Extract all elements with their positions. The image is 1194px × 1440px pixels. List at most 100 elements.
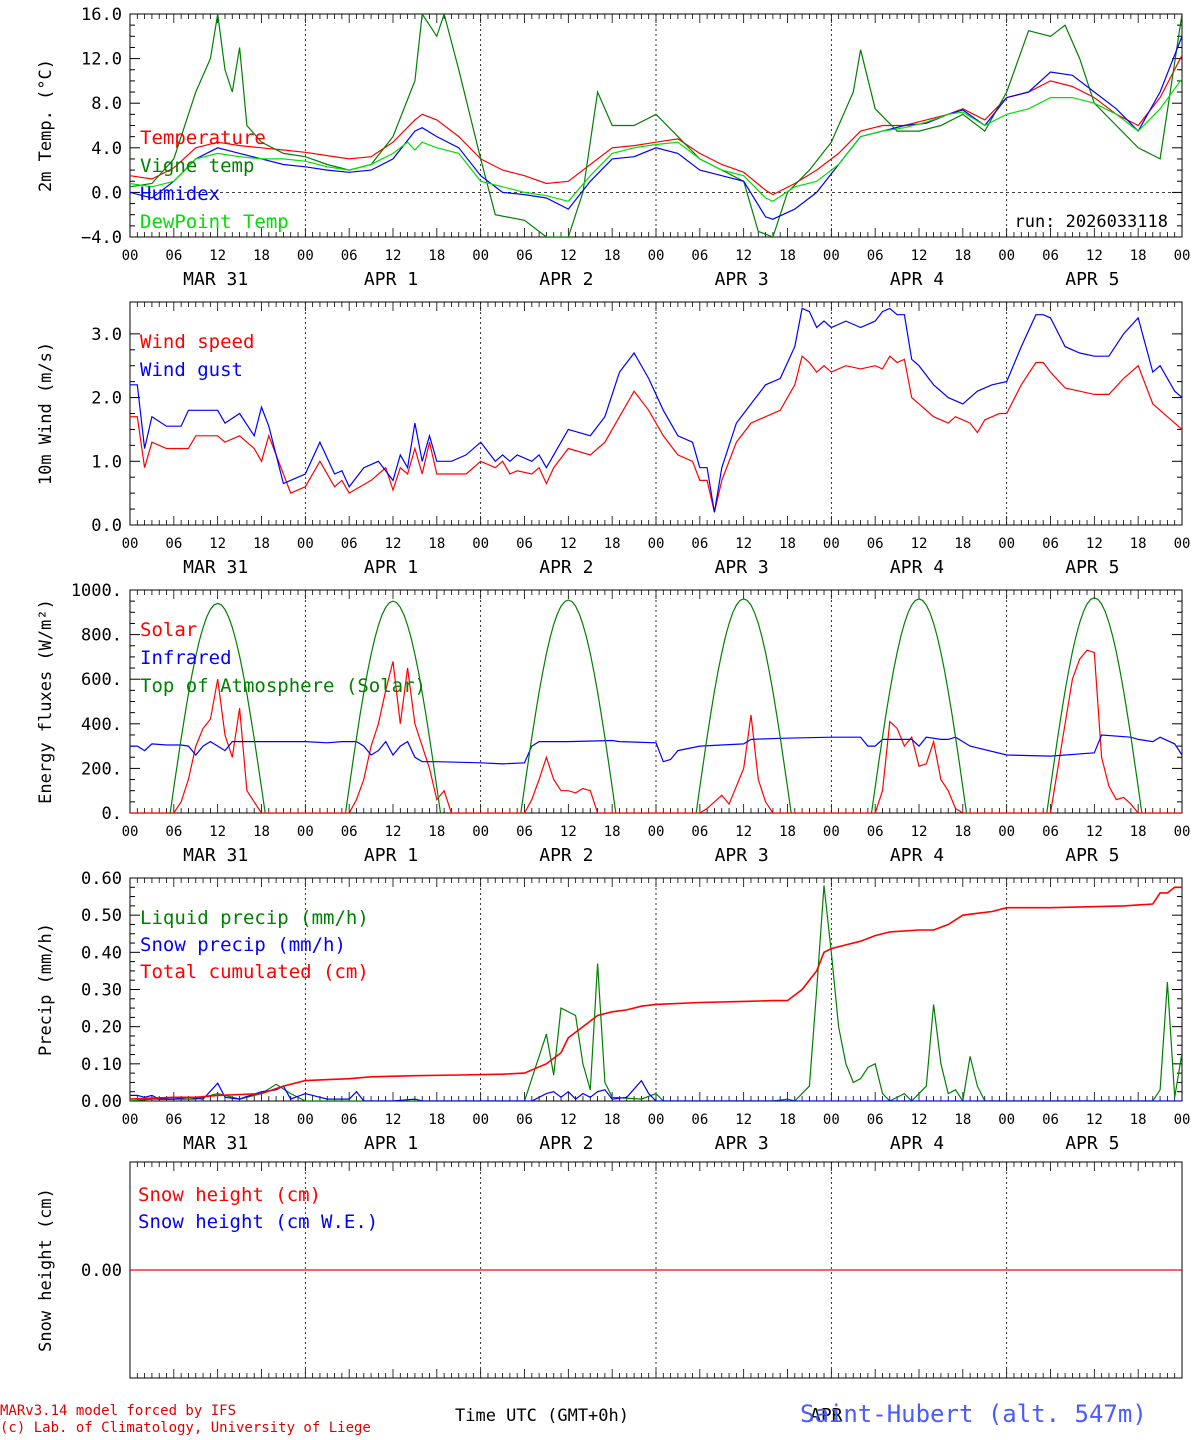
x-tick-label: 06 [165, 536, 182, 552]
series-line-top-of-atmosphere-solar [520, 599, 617, 813]
day-label: APR 5 [1065, 269, 1119, 290]
x-tick-label: 12 [1086, 1112, 1103, 1128]
day-label: APR 4 [890, 269, 944, 290]
legend-entry: Infrared [140, 647, 232, 669]
day-label: APR 1 [364, 845, 418, 866]
day-label: APR 3 [715, 557, 769, 578]
x-tick-label: 06 [516, 536, 533, 552]
x-tick-label: 00 [998, 248, 1015, 264]
x-tick-label: 00 [122, 248, 139, 264]
y-tick-label: 0.20 [81, 1018, 122, 1038]
x-tick-label: 18 [253, 824, 270, 840]
x-tick-label: 06 [867, 824, 884, 840]
x-tick-label: 00 [1174, 536, 1191, 552]
x-tick-label: 18 [604, 824, 621, 840]
x-tick-label: 12 [560, 536, 577, 552]
x-tick-label: 06 [1042, 536, 1059, 552]
x-tick-label: 12 [560, 824, 577, 840]
series-line-snow-precip-mm-h [130, 1079, 1182, 1101]
overlap-day-label: APR [810, 1405, 843, 1426]
x-tick-label: 06 [691, 248, 708, 264]
series-line-dewpoint-temp [130, 77, 1182, 202]
x-tick-label: 18 [1130, 1112, 1147, 1128]
y-tick-label: 600. [81, 670, 122, 690]
series-line-top-of-atmosphere-solar [695, 598, 792, 813]
legend-entry: Snow precip (mm/h) [140, 934, 346, 956]
series-line-wind-gust [130, 307, 1182, 513]
x-tick-label: 12 [1086, 536, 1103, 552]
y-tick-label: 2.0 [91, 389, 122, 409]
series-line-top-of-atmosphere-solar [169, 602, 266, 813]
day-label: APR 1 [364, 1133, 418, 1154]
y-tick-label: 1.0 [91, 452, 122, 472]
y-tick-label: 8.0 [91, 94, 122, 114]
y-axis-title: 10m Wind (m/s) [36, 342, 56, 485]
series-line-infrared [130, 734, 1182, 765]
legend-entry: Top of Atmosphere (Solar) [140, 675, 426, 697]
x-tick-label: 12 [911, 1112, 928, 1128]
x-tick-label: 06 [1042, 248, 1059, 264]
day-label: APR 5 [1065, 557, 1119, 578]
panel-snow: 0.00 Snow height (cm) Snow height (cm) Snow… [36, 1161, 1183, 1379]
x-tick-label: 00 [998, 824, 1015, 840]
y-tick-label: 0.60 [81, 869, 122, 889]
y-tick-label: 200. [81, 759, 122, 779]
legend-entry: Wind speed [140, 331, 254, 353]
day-label: APR 4 [890, 1133, 944, 1154]
day-label: MAR 31 [183, 557, 248, 578]
x-tick-label: 06 [691, 1112, 708, 1128]
x-tick-label: 12 [1086, 248, 1103, 264]
x-tick-label: 18 [779, 248, 796, 264]
x-tick-label: 06 [1042, 1112, 1059, 1128]
x-tick-label: 12 [735, 536, 752, 552]
legend-entry: Vigne temp [140, 155, 254, 177]
x-tick-label: 00 [823, 824, 840, 840]
x-tick-label: 18 [253, 1112, 270, 1128]
x-tick-label: 12 [1086, 824, 1103, 840]
x-tick-label: 06 [516, 1112, 533, 1128]
model-credit-line1: MARv3.14 model forced by IFS [0, 1403, 237, 1419]
x-tick-label: 12 [735, 248, 752, 264]
legend-entry: Snow height (cm) [138, 1184, 321, 1206]
x-tick-label: 00 [648, 824, 665, 840]
x-tick-label: 18 [779, 536, 796, 552]
x-tick-label: 06 [867, 1112, 884, 1128]
x-axis-title: Time UTC (GMT+0h) [455, 1406, 629, 1426]
day-label: APR 5 [1065, 845, 1119, 866]
series-line-liquid-precip-mm-h [130, 885, 1182, 1101]
x-tick-label: 12 [209, 536, 226, 552]
x-tick-label: 12 [385, 248, 402, 264]
run-annotation: run: 2026033118 [1014, 212, 1168, 232]
day-label: APR 3 [715, 269, 769, 290]
x-tick-label: 18 [604, 1112, 621, 1128]
y-tick-label: 0.00 [81, 1092, 122, 1112]
x-tick-label: 00 [823, 536, 840, 552]
panel-temp: −4.0 0.0 4.0 8.0 12.0 16.0 2m Temp. (°C) 00 06 12… [36, 5, 1190, 290]
day-label: APR 4 [890, 845, 944, 866]
day-label: MAR 31 [183, 269, 248, 290]
day-label: MAR 31 [183, 845, 248, 866]
x-tick-label: 18 [1130, 536, 1147, 552]
x-tick-label: 00 [472, 248, 489, 264]
y-tick-label: 0.00 [81, 1261, 122, 1281]
x-tick-label: 00 [122, 824, 139, 840]
legend-entry: Humidex [140, 183, 220, 205]
legend-entry: Wind gust [140, 359, 243, 381]
day-label: APR 1 [364, 269, 418, 290]
x-tick-label: 18 [428, 536, 445, 552]
y-axis-title: Snow height (cm) [36, 1188, 56, 1352]
series-line-temperature [130, 54, 1182, 196]
x-tick-label: 00 [1174, 1112, 1191, 1128]
x-tick-label: 06 [341, 1112, 358, 1128]
y-tick-label: 12.0 [81, 50, 122, 70]
x-tick-label: 00 [648, 1112, 665, 1128]
y-tick-label: 3.0 [91, 325, 122, 345]
x-tick-label: 18 [1130, 248, 1147, 264]
x-tick-label: 06 [341, 248, 358, 264]
legend-entry: Total cumulated (cm) [140, 961, 369, 983]
x-tick-label: 00 [648, 248, 665, 264]
x-tick-label: 06 [1042, 824, 1059, 840]
x-tick-label: 12 [385, 536, 402, 552]
x-tick-label: 00 [297, 1112, 314, 1128]
